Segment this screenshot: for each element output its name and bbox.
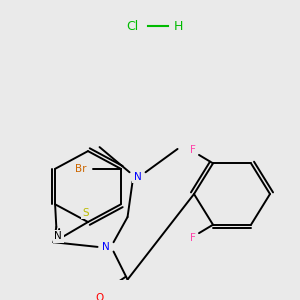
Text: Cl: Cl	[126, 20, 138, 33]
Text: F: F	[190, 233, 196, 243]
Text: Br: Br	[75, 164, 87, 174]
Text: N: N	[134, 172, 141, 182]
Text: F: F	[190, 145, 196, 155]
Text: N: N	[102, 242, 110, 252]
Text: S: S	[83, 208, 89, 218]
Text: N: N	[54, 231, 62, 241]
Text: O: O	[95, 293, 104, 300]
Text: H: H	[173, 20, 183, 33]
